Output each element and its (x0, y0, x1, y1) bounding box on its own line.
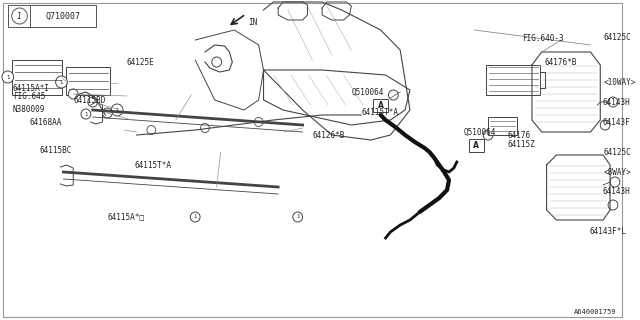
Circle shape (608, 200, 618, 210)
Circle shape (254, 117, 263, 126)
Bar (488, 117, 517, 135)
Circle shape (56, 76, 67, 88)
Text: 64143H: 64143H (602, 188, 630, 196)
FancyBboxPatch shape (469, 139, 484, 151)
Text: 1: 1 (60, 79, 63, 84)
Text: A640001759: A640001759 (574, 309, 617, 315)
Text: 64176*B: 64176*B (545, 58, 577, 67)
Circle shape (81, 109, 91, 119)
Text: 1: 1 (193, 214, 197, 220)
Circle shape (88, 97, 98, 107)
Text: 1: 1 (296, 214, 300, 220)
Text: 1: 1 (115, 108, 119, 113)
Text: 64115BC: 64115BC (39, 146, 72, 155)
Circle shape (483, 130, 493, 140)
Text: 64143H: 64143H (602, 98, 630, 107)
Bar (12, 60, 63, 95)
Circle shape (102, 108, 112, 118)
Text: <8WAY>: <8WAY> (604, 167, 631, 177)
Text: 64115BD: 64115BD (73, 95, 106, 105)
Text: 64176: 64176 (508, 131, 531, 140)
Bar (8, 5, 95, 27)
Text: 64143F*L: 64143F*L (589, 228, 627, 236)
Text: 64115T*A: 64115T*A (134, 161, 172, 170)
Text: 64143F: 64143F (602, 117, 630, 126)
Circle shape (2, 71, 13, 83)
Circle shape (12, 8, 28, 24)
Circle shape (147, 125, 156, 134)
Text: 64115Z: 64115Z (508, 140, 535, 148)
Circle shape (600, 120, 610, 130)
Circle shape (293, 212, 303, 222)
Text: 64126*B: 64126*B (312, 131, 345, 140)
Circle shape (608, 97, 618, 107)
Text: Q710007: Q710007 (46, 12, 81, 20)
Text: A: A (378, 100, 383, 109)
Text: A: A (474, 140, 479, 149)
Circle shape (388, 90, 398, 100)
Circle shape (190, 212, 200, 222)
Circle shape (68, 89, 78, 99)
Text: FIG.640-3: FIG.640-3 (522, 34, 564, 43)
Text: IN: IN (248, 18, 257, 27)
Text: FIG.645: FIG.645 (13, 92, 45, 100)
Text: Q510064: Q510064 (351, 87, 384, 97)
Circle shape (610, 177, 620, 187)
Text: <10WAY>: <10WAY> (604, 77, 636, 86)
Text: N380009: N380009 (13, 105, 45, 114)
Text: Q510064: Q510064 (463, 127, 496, 137)
Text: 64115A*I: 64115A*I (13, 84, 50, 92)
Text: 64125C: 64125C (604, 148, 631, 156)
Text: 64168AA: 64168AA (29, 117, 61, 126)
Text: 64125E: 64125E (127, 58, 155, 67)
Text: 1: 1 (84, 111, 88, 116)
Circle shape (111, 104, 123, 116)
Text: 64125C: 64125C (604, 33, 631, 42)
Bar (67, 67, 110, 95)
Circle shape (200, 124, 209, 132)
FancyBboxPatch shape (373, 99, 388, 111)
Circle shape (212, 57, 221, 67)
Text: 64115T*A: 64115T*A (361, 108, 398, 116)
Text: 1: 1 (6, 75, 10, 79)
Text: 64115A*□: 64115A*□ (108, 212, 145, 221)
Bar (486, 65, 540, 95)
Text: 1: 1 (17, 12, 22, 20)
